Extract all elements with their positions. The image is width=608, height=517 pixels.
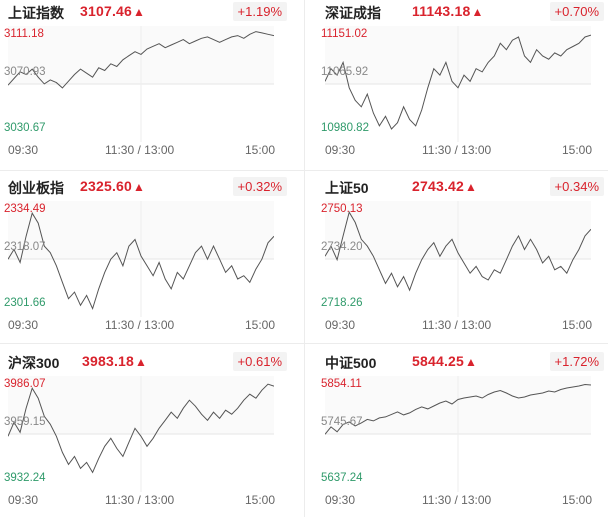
- index-name: 中证500: [325, 355, 377, 371]
- change-percent-badge: +0.61%: [232, 352, 287, 371]
- y-axis-low-label: 5637.24: [321, 472, 363, 484]
- y-axis-low-label: 2718.26: [321, 297, 363, 309]
- index-price: 11143.18▲: [412, 3, 484, 19]
- price-line: [325, 210, 591, 292]
- index-price: 5844.25▲: [412, 353, 477, 369]
- time-end-label: 15:00: [245, 493, 276, 507]
- index-card-sse50[interactable]: 上证50 2743.42▲ +0.34% 2750.13 2734.20 271…: [319, 175, 608, 335]
- up-arrow-icon: ▲: [133, 5, 146, 19]
- change-percent-badge: +0.32%: [232, 177, 287, 196]
- index-name: 沪深300: [8, 355, 60, 371]
- y-axis-mid-label: 5745.67: [321, 416, 363, 428]
- index-name: 上证指数: [8, 5, 64, 21]
- y-axis-high-label: 3111.18: [4, 28, 44, 40]
- time-mid-label: 11:30 / 13:00: [105, 318, 175, 332]
- price-line: [8, 31, 274, 89]
- y-axis-mid-label: 3070.93: [4, 66, 46, 78]
- index-card-shenzhen[interactable]: 深证成指 11143.18▲ +0.70% 11151.02 11065.92 …: [319, 0, 608, 160]
- card-header: 上证指数 3107.46▲ +1.19%: [2, 0, 291, 24]
- time-start-label: 09:30: [8, 318, 39, 332]
- y-axis-low-label: 10980.82: [321, 122, 369, 134]
- index-name: 深证成指: [325, 5, 381, 21]
- index-price: 3107.46▲: [80, 3, 145, 19]
- time-mid-label: 11:30 / 13:00: [105, 143, 175, 157]
- y-axis-high-label: 3986.07: [4, 378, 46, 390]
- y-axis-mid-label: 11065.92: [321, 66, 369, 78]
- card-header: 上证50 2743.42▲ +0.34%: [319, 175, 608, 199]
- time-start-label: 09:30: [325, 143, 356, 157]
- up-arrow-icon: ▲: [465, 180, 478, 194]
- time-end-label: 15:00: [562, 318, 593, 332]
- column-divider: [304, 0, 305, 517]
- time-end-label: 15:00: [562, 493, 593, 507]
- index-card-shanghai[interactable]: 上证指数 3107.46▲ +1.19% 3111.18 3070.93 303…: [2, 0, 291, 160]
- up-arrow-icon: ▲: [465, 355, 478, 369]
- index-price: 3983.18▲: [82, 353, 147, 369]
- price-value: 3983.18: [82, 353, 135, 369]
- change-percent-badge: +0.34%: [549, 177, 604, 196]
- price-line: [325, 34, 591, 130]
- change-percent-badge: +1.72%: [549, 352, 604, 371]
- time-start-label: 09:30: [8, 143, 39, 157]
- up-arrow-icon: ▲: [135, 355, 148, 369]
- y-axis-mid-label: 2734.20: [321, 241, 363, 253]
- index-card-csi300[interactable]: 沪深300 3983.18▲ +0.61% 3986.07 3959.15 39…: [2, 350, 291, 510]
- up-arrow-icon: ▲: [471, 5, 484, 19]
- price-value: 5844.25: [412, 353, 465, 369]
- card-header: 创业板指 2325.60▲ +0.32%: [2, 175, 291, 199]
- price-value: 2325.60: [80, 178, 133, 194]
- y-axis-low-label: 3030.67: [4, 122, 46, 134]
- up-arrow-icon: ▲: [133, 180, 146, 194]
- time-start-label: 09:30: [8, 493, 39, 507]
- index-price: 2325.60▲: [80, 178, 145, 194]
- time-end-label: 15:00: [562, 143, 593, 157]
- intraday-line-chart: [325, 201, 591, 317]
- intraday-line-chart: [8, 201, 274, 317]
- price-line: [325, 383, 591, 435]
- intraday-line-chart: [8, 376, 274, 492]
- price-line: [8, 211, 274, 311]
- y-axis-low-label: 2301.66: [4, 297, 46, 309]
- index-card-chinext[interactable]: 创业板指 2325.60▲ +0.32% 2334.49 2318.07 230…: [2, 175, 291, 335]
- time-end-label: 15:00: [245, 143, 276, 157]
- index-name: 上证50: [325, 180, 369, 196]
- price-value: 11143.18: [412, 3, 471, 19]
- index-name: 创业板指: [8, 180, 64, 196]
- time-mid-label: 11:30 / 13:00: [105, 493, 175, 507]
- price-value: 2743.42: [412, 178, 465, 194]
- row-divider: [0, 343, 608, 344]
- card-header: 深证成指 11143.18▲ +0.70%: [319, 0, 608, 24]
- y-axis-mid-label: 3959.15: [4, 416, 46, 428]
- time-start-label: 09:30: [325, 493, 356, 507]
- time-mid-label: 11:30 / 13:00: [422, 143, 492, 157]
- y-axis-high-label: 11151.02: [321, 28, 368, 40]
- time-start-label: 09:30: [325, 318, 356, 332]
- intraday-line-chart: [325, 26, 591, 142]
- y-axis-mid-label: 2318.07: [4, 241, 46, 253]
- card-header: 沪深300 3983.18▲ +0.61%: [2, 350, 291, 374]
- y-axis-low-label: 3932.24: [4, 472, 46, 484]
- index-price: 2743.42▲: [412, 178, 477, 194]
- index-card-csi500[interactable]: 中证500 5844.25▲ +1.72% 5854.11 5745.67 56…: [319, 350, 608, 510]
- intraday-line-chart: [325, 376, 591, 492]
- row-divider: [0, 170, 608, 171]
- time-end-label: 15:00: [245, 318, 276, 332]
- intraday-line-chart: [8, 26, 274, 142]
- change-percent-badge: +1.19%: [232, 2, 287, 21]
- y-axis-high-label: 5854.11: [321, 378, 362, 390]
- y-axis-high-label: 2750.13: [321, 203, 363, 215]
- time-mid-label: 11:30 / 13:00: [422, 318, 492, 332]
- price-value: 3107.46: [80, 3, 133, 19]
- card-header: 中证500 5844.25▲ +1.72%: [319, 350, 608, 374]
- change-percent-badge: +0.70%: [549, 2, 604, 21]
- time-mid-label: 11:30 / 13:00: [422, 493, 492, 507]
- y-axis-high-label: 2334.49: [4, 203, 46, 215]
- price-line: [8, 383, 274, 474]
